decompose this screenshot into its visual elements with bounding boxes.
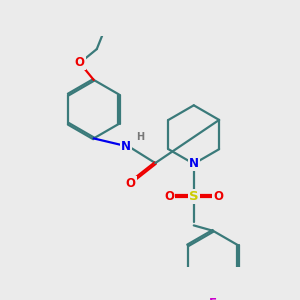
Text: N: N — [121, 140, 131, 153]
Text: F: F — [209, 297, 217, 300]
Text: O: O — [164, 190, 174, 203]
Text: S: S — [189, 190, 199, 203]
Text: H: H — [136, 132, 144, 142]
Text: O: O — [126, 177, 136, 190]
Text: O: O — [75, 56, 85, 70]
Text: N: N — [189, 157, 199, 170]
Text: O: O — [213, 190, 224, 203]
